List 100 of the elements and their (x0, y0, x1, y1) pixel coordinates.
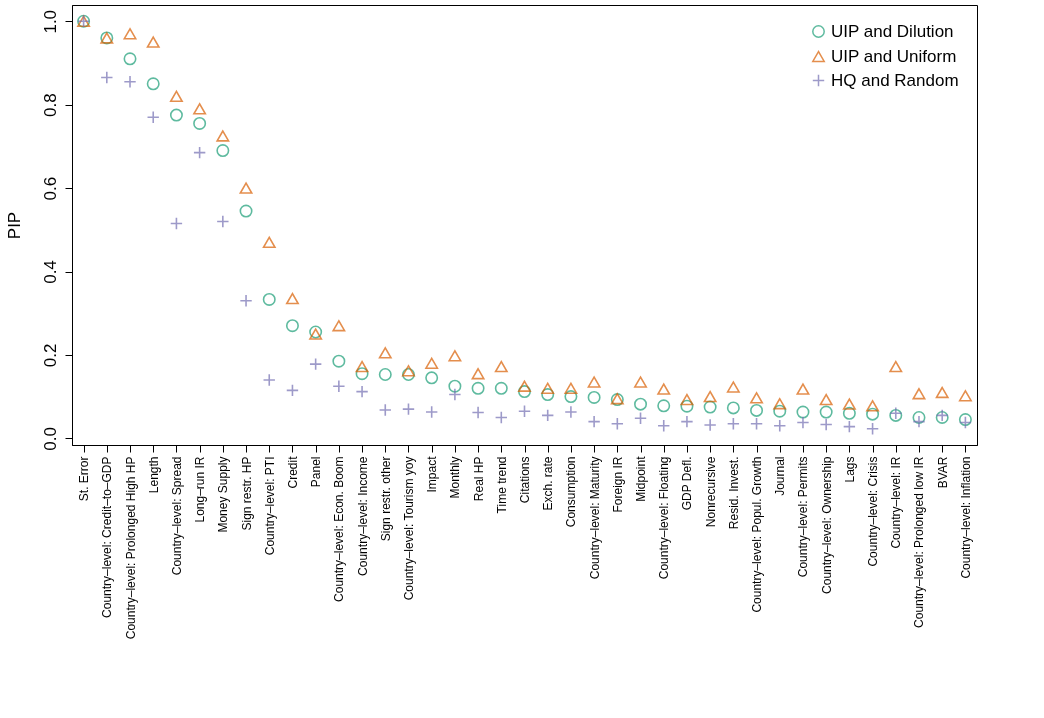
point (123, 52, 137, 66)
point (193, 116, 207, 130)
y-tick-label: 0.0 (40, 427, 60, 451)
x-tick-label: Lags (842, 456, 857, 483)
point (146, 110, 160, 124)
point (401, 365, 415, 377)
x-tick-label: BVAR (935, 456, 950, 489)
point (401, 368, 415, 382)
point (146, 36, 160, 48)
x-tick-label: Country–level: Credit–to–GDP (100, 456, 115, 618)
x-tick-label: Citations (518, 456, 532, 504)
point (703, 418, 717, 432)
x-tick-label: Country–level: Prolonged High HP (123, 456, 138, 640)
point (425, 371, 439, 385)
y-tick-label: 0.2 (40, 343, 60, 368)
point (773, 397, 787, 410)
point (193, 146, 207, 160)
x-tick-label: Exch. rate (541, 456, 556, 511)
point (726, 401, 740, 415)
point (448, 379, 462, 393)
point (866, 422, 880, 436)
point (239, 294, 253, 308)
point (494, 381, 508, 395)
point (842, 398, 856, 410)
point (100, 71, 114, 85)
legend-label: UIP and Dilution (831, 21, 954, 41)
point (285, 383, 299, 397)
x-tick-label: Country–level: Ownership (819, 456, 834, 594)
point (819, 405, 833, 419)
point (912, 415, 926, 429)
x-tick-label: Monthly (448, 456, 463, 499)
point (842, 406, 856, 420)
x-tick-label: Resid. Invest. (726, 456, 741, 530)
legend-label: UIP and Uniform (831, 46, 957, 66)
point (750, 403, 764, 417)
point (262, 292, 276, 306)
point (866, 400, 880, 412)
point (912, 410, 926, 424)
x-tick-label: Country–level: Floating (657, 456, 672, 580)
point (378, 347, 392, 359)
legend-label: HQ and Random (831, 70, 959, 90)
point (309, 357, 323, 371)
point (518, 404, 531, 418)
point (564, 390, 578, 404)
x-tick-label: Country–level: Maturity (587, 456, 602, 580)
point (355, 385, 369, 399)
point (216, 144, 230, 158)
point (123, 75, 137, 89)
y-axis-title: PIP (4, 211, 24, 240)
y-tick-label: 0.4 (40, 260, 60, 284)
point (587, 415, 601, 429)
point (680, 415, 694, 429)
x-tick-label: Country–level: PTI (262, 456, 277, 556)
point (332, 319, 346, 332)
point (332, 354, 346, 368)
point (796, 415, 810, 429)
point (750, 417, 764, 431)
point (912, 387, 926, 400)
x-tick-label: Time trend (494, 456, 509, 514)
point (587, 376, 601, 388)
point (541, 408, 555, 422)
point (773, 404, 787, 418)
point (750, 392, 764, 404)
x-tick-label: GDP Defl. (680, 456, 695, 511)
point (239, 182, 253, 194)
x-tick-label: Sign restr. HP (239, 456, 254, 531)
x-tick-label: Midpoint (634, 455, 649, 502)
point (541, 388, 555, 402)
point (425, 357, 439, 369)
point (634, 397, 648, 411)
point (634, 411, 648, 425)
x-tick-label: Impact (425, 455, 440, 493)
y-tick-label: 1.0 (40, 9, 60, 34)
x-tick-label: Country–level: Econ. Boom (332, 456, 347, 602)
point (726, 381, 740, 393)
point (587, 390, 601, 404)
x-tick-label: Country–level: IR (889, 456, 904, 549)
point (471, 405, 485, 419)
point (378, 368, 392, 382)
x-tick-label: Country–level: Tourism yoy (401, 456, 416, 601)
point (378, 403, 392, 417)
point (448, 388, 462, 402)
x-tick-label: Money Supply (216, 456, 231, 533)
point (494, 410, 508, 424)
point (819, 418, 833, 432)
x-tick-label: Country–level: Income (355, 456, 370, 576)
point (169, 217, 183, 231)
point (866, 407, 880, 421)
point (564, 382, 578, 395)
x-tick-label: Country–level: Spread (169, 456, 184, 576)
x-tick-label: Length (146, 456, 161, 494)
point (657, 383, 671, 395)
point (169, 108, 183, 122)
point (262, 373, 276, 387)
point (332, 379, 346, 393)
x-tick-label: Sign restr. other (378, 456, 393, 542)
x-tick-label: St. Error (77, 456, 92, 502)
point (703, 400, 717, 414)
x-tick-label: Journal (773, 456, 788, 496)
point (471, 381, 485, 395)
